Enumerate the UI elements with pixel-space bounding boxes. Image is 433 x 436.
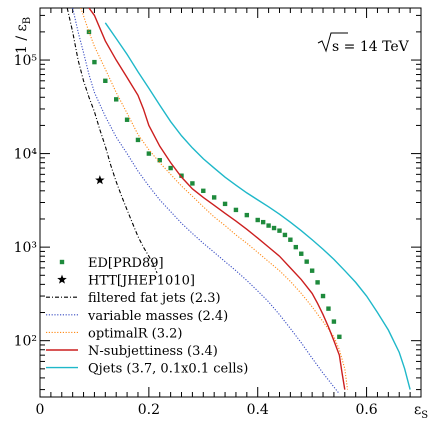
point-ed-prd89 <box>135 137 141 143</box>
point-ed-prd89 <box>146 151 152 156</box>
point-ed-prd89 <box>271 225 277 231</box>
y-axis-label: 1 / εB <box>14 17 33 54</box>
legend: ED[PRD89] HTT[JHEP1010] filtered fat jets … <box>46 256 248 377</box>
data-series <box>66 8 411 395</box>
point-ed-prd89 <box>299 251 304 256</box>
x-tick-label: 0.6 <box>355 402 377 418</box>
point-ed-prd89 <box>233 207 239 213</box>
point-ed-prd89 <box>168 165 173 171</box>
tick-labels: 0 0.2 0.4 0.6 10² 10³ 10⁴ 10⁵ <box>14 53 378 418</box>
point-ed-prd89 <box>103 78 108 83</box>
point-ed-prd89 <box>320 293 326 299</box>
point-ed-prd89 <box>315 280 320 285</box>
y-tick-label: 10⁴ <box>14 147 38 163</box>
point-ed-prd89 <box>260 219 266 225</box>
legend-label-htt-jhep1010: HTT[JHEP1010] <box>88 274 195 289</box>
x-axis-label: εS <box>414 402 428 421</box>
legend-marker-ed-prd89 <box>59 259 65 265</box>
x-tick-label: 0.4 <box>247 402 269 418</box>
axis-ticks <box>39 8 422 397</box>
legend-label-variable-masses-2-4: variable masses (2.4) <box>87 309 228 324</box>
sqrt-sign <box>317 32 348 53</box>
point-ed-prd89 <box>266 223 271 228</box>
legend-label-n-subjettiness-3-4: N-subjettiness (3.4) <box>88 344 218 359</box>
point-ed-prd89 <box>157 157 162 163</box>
point-ed-prd89 <box>92 59 97 65</box>
x-tick-label: 0 <box>36 402 45 418</box>
point-ed-prd89 <box>309 268 315 273</box>
point-ed-prd89 <box>337 334 342 340</box>
point-ed-prd89 <box>293 244 299 250</box>
line-n-subjettiness-3-4 <box>88 8 346 390</box>
legend-label-ed-prd89: ED[PRD89] <box>88 256 164 271</box>
point-ed-prd89 <box>201 188 206 194</box>
line-qjets-3-7-0-1x0-1-cells <box>104 22 411 390</box>
point-ed-prd89 <box>288 237 293 242</box>
point-ed-prd89 <box>326 306 331 311</box>
point-ed-prd89 <box>179 173 184 178</box>
point-ed-prd89 <box>222 201 228 207</box>
y-tick-label: 10⁵ <box>14 53 38 69</box>
point-ed-prd89 <box>304 259 309 264</box>
point-ed-prd89 <box>190 181 195 186</box>
point-ed-prd89 <box>211 195 217 200</box>
point-ed-prd89 <box>282 232 288 238</box>
legend-label-filtered-fat-jets-2-3: filtered fat jets (2.3) <box>88 291 221 306</box>
point-htt-jhep1010 <box>95 175 105 185</box>
point-ed-prd89 <box>277 228 282 233</box>
legend-marker-htt-jhep1010 <box>57 274 67 284</box>
x-tick-label: 0.2 <box>138 402 160 418</box>
legend-label-optimalr-3-2: optimalR (3.2) <box>88 326 183 341</box>
energy-annotation: s = 14 TeV <box>317 32 410 55</box>
line-optimalr-3-2 <box>80 8 349 390</box>
point-ed-prd89 <box>114 97 119 102</box>
line-variable-masses-2-4 <box>72 8 340 395</box>
point-ed-prd89 <box>331 319 337 324</box>
legend-label-qjets-3-7-0-1x0-1-cells: Qjets (3.7, 0.1x0.1 cells) <box>88 362 248 377</box>
point-ed-prd89 <box>124 117 130 122</box>
y-tick-label: 10² <box>14 334 37 350</box>
y-tick-label: 10³ <box>14 240 37 256</box>
point-ed-prd89 <box>255 217 260 223</box>
point-ed-prd89 <box>244 212 250 218</box>
line-filtered-fat-jets-2-3 <box>66 8 158 274</box>
annotation-text: s = 14 TeV <box>332 39 410 55</box>
